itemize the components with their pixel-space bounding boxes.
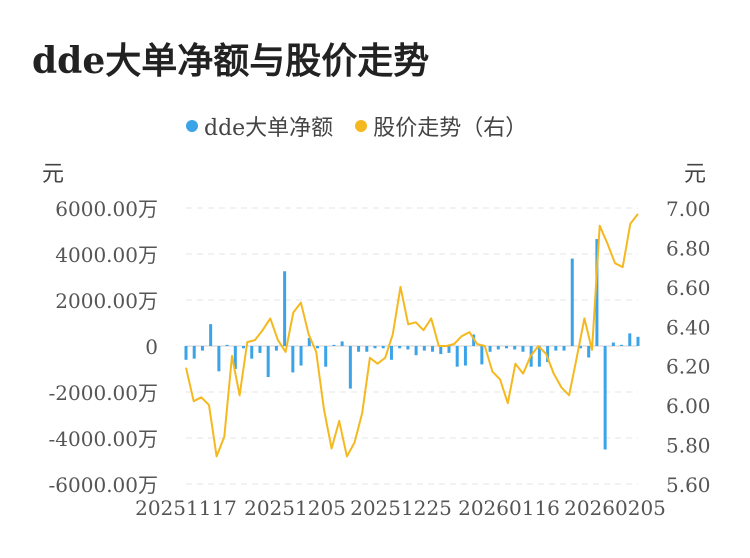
dde-bar (554, 346, 558, 351)
dde-bar (578, 346, 582, 349)
dde-bar (431, 346, 435, 352)
dde-bar (225, 344, 229, 346)
dde-bar (373, 346, 377, 349)
right-axis-unit: 元 (684, 162, 707, 187)
legend-item-dde[interactable]: dde大单净额 (186, 110, 333, 142)
dde-bar (209, 324, 213, 346)
x-tick-label: 20260116 (458, 496, 560, 520)
dde-bar (357, 346, 361, 352)
legend-label-price: 股价走势（右） (373, 116, 528, 141)
x-tick-label: 20251117 (135, 496, 237, 520)
dde-bar (513, 346, 517, 350)
dde-bar (447, 346, 451, 353)
left-tick-label: 2000.00万 (55, 289, 158, 313)
dde-bar (258, 346, 262, 353)
dde-bar (242, 346, 246, 349)
dde-bar (595, 239, 599, 346)
left-tick-label: 4000.00万 (55, 243, 158, 267)
dde-bar (389, 346, 393, 360)
right-tick-label: 5.80 (666, 434, 711, 458)
dde-bar (250, 346, 254, 359)
dde-bar (480, 346, 484, 365)
dde-bar (455, 346, 459, 367)
chart-title: dde大单净额与股价走势 (32, 40, 430, 82)
dde-bar (636, 336, 640, 346)
right-tick-label: 6.80 (666, 236, 711, 260)
right-tick-label: 6.40 (666, 315, 711, 339)
dde-bar (439, 346, 443, 355)
right-tick-label: 6.20 (666, 355, 711, 379)
x-tick-label: 20251225 (350, 496, 452, 520)
dde-bar (332, 344, 336, 346)
dde-bar (365, 346, 369, 352)
legend-marker-price (355, 120, 368, 132)
dde-bar (274, 346, 278, 351)
dde-bar (603, 346, 607, 450)
x-tick-label: 20251205 (244, 496, 346, 520)
dde-bar (398, 346, 402, 349)
dde-bar (628, 333, 632, 346)
right-tick-label: 7.00 (666, 197, 711, 221)
dde-bar (192, 346, 196, 359)
legend: dde大单净额 股价走势（右） (186, 110, 549, 142)
dde-bar (496, 346, 500, 350)
left-tick-label: -2000.00万 (49, 381, 158, 405)
dde-bar (233, 346, 237, 369)
dde-bar (463, 346, 467, 366)
dde-bar (291, 346, 295, 373)
dde-bar (217, 346, 221, 372)
right-tick-label: 6.00 (666, 394, 711, 418)
dde-bar (348, 346, 352, 389)
dde-bar (266, 346, 270, 378)
legend-label-dde: dde大单净额 (204, 116, 334, 141)
legend-marker-dde (186, 120, 198, 132)
price-line (185, 213, 639, 458)
left-axis-unit: 元 (42, 162, 65, 187)
dde-bar (537, 346, 541, 367)
right-tick-label: 6.60 (666, 276, 711, 300)
dde-bar (315, 346, 319, 349)
dde-bar (611, 342, 615, 346)
dde-bar (414, 346, 418, 356)
dde-bar (570, 258, 574, 346)
dde-bar (505, 346, 509, 349)
dde-bar (587, 346, 591, 358)
dde-bar (546, 346, 550, 363)
dde-bar (562, 346, 566, 351)
dde-bar (283, 271, 287, 346)
legend-item-price[interactable]: 股价走势（右） (355, 110, 527, 142)
left-tick-label: 6000.00万 (55, 197, 158, 221)
dde-bar (299, 346, 303, 366)
dde-bar (307, 337, 311, 346)
dde-bar (406, 346, 410, 350)
dde-bar (488, 346, 492, 352)
dde-bar (381, 346, 385, 349)
dde-bar (340, 341, 344, 346)
dde-bar (200, 346, 204, 351)
left-tick-label: -4000.00万 (49, 427, 158, 451)
dde-bar (422, 346, 426, 351)
dde-bar (521, 346, 525, 352)
dde-bar (620, 344, 624, 346)
left-tick-label: 0 (145, 335, 158, 359)
x-tick-label: 20260205 (564, 496, 666, 520)
dde-bar (324, 346, 328, 367)
dde-bar (184, 346, 188, 360)
right-tick-label: 5.60 (666, 473, 711, 497)
left-tick-label: -6000.00万 (49, 473, 158, 497)
